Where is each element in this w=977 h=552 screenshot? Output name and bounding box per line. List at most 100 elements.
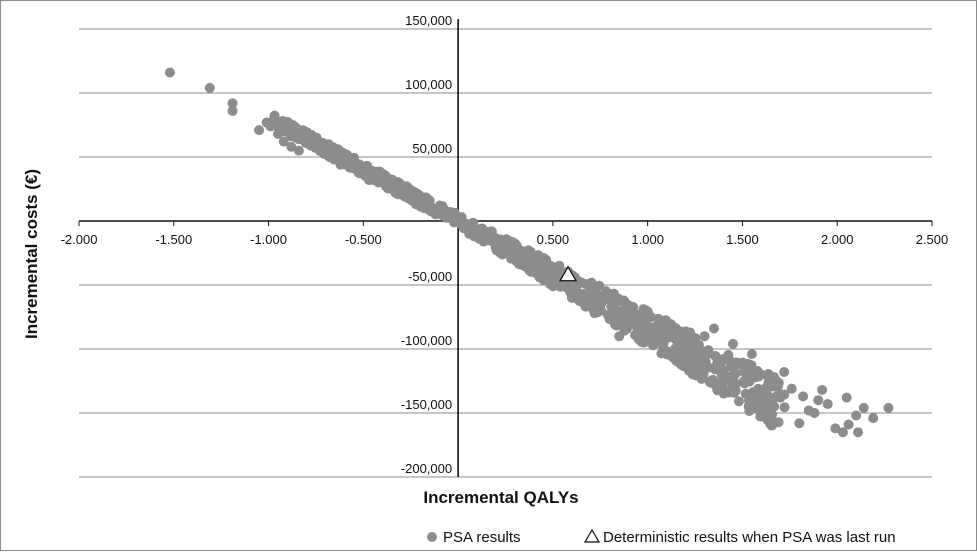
x-tick-label: 0.500 <box>537 232 570 247</box>
psa-point <box>445 212 456 223</box>
psa-point <box>273 128 284 139</box>
psa-points <box>164 67 894 438</box>
psa-point <box>582 290 593 301</box>
psa-point <box>760 399 771 410</box>
psa-point <box>741 364 752 375</box>
psa-point <box>853 427 864 438</box>
x-axis-title: Incremental QALYs <box>423 488 578 507</box>
psa-point <box>364 175 375 186</box>
psa-point <box>568 282 579 293</box>
psa-point <box>269 113 280 124</box>
psa-point <box>726 356 737 367</box>
psa-point <box>727 338 738 349</box>
psa-point <box>656 337 667 348</box>
psa-point <box>747 387 758 398</box>
psa-point <box>690 367 701 378</box>
psa-point <box>786 383 797 394</box>
psa-point <box>705 376 716 387</box>
psa-point <box>883 402 894 413</box>
psa-point <box>381 181 392 192</box>
psa-point <box>858 402 869 413</box>
psa-point <box>830 423 841 434</box>
psa-point <box>358 167 369 178</box>
psa-point <box>771 417 782 428</box>
psa-point <box>348 163 359 174</box>
psa-point <box>456 218 467 229</box>
psa-point <box>623 310 634 321</box>
psa-point <box>680 338 691 349</box>
psa-point <box>227 98 238 109</box>
psa-point <box>693 358 704 369</box>
psa-point <box>591 281 602 292</box>
psa-point <box>775 392 786 403</box>
psa-point <box>373 177 384 188</box>
psa-point <box>751 395 762 406</box>
x-tick-label: -1.000 <box>250 232 287 247</box>
psa-point <box>843 419 854 430</box>
psa-point <box>349 152 360 163</box>
y-tick-label: 50,000 <box>412 141 452 156</box>
y-tick-label: -50,000 <box>408 269 452 284</box>
psa-point <box>468 226 479 237</box>
psa-point <box>661 349 672 360</box>
psa-point <box>434 207 445 218</box>
psa-point <box>695 345 706 356</box>
x-tick-label: -0.500 <box>345 232 382 247</box>
psa-point <box>545 279 556 290</box>
x-tick-label: -2.000 <box>61 232 98 247</box>
psa-point <box>709 323 720 334</box>
psa-point <box>813 395 824 406</box>
psa-point <box>293 127 304 138</box>
psa-point <box>475 226 486 237</box>
psa-point <box>724 387 735 398</box>
psa-point <box>756 369 767 380</box>
psa-point <box>798 391 809 402</box>
psa-point <box>642 310 653 321</box>
psa-point <box>652 326 663 337</box>
psa-point <box>744 406 755 417</box>
y-tick-label: -150,000 <box>401 397 452 412</box>
psa-point <box>779 402 790 413</box>
psa-point <box>851 410 862 421</box>
psa-point <box>533 255 544 266</box>
psa-point <box>324 152 335 162</box>
psa-point <box>400 191 411 202</box>
psa-point <box>589 308 600 319</box>
deterministic-marker <box>558 265 578 282</box>
psa-point <box>809 408 820 418</box>
y-tick-label: 150,000 <box>405 13 452 28</box>
psa-point <box>600 290 611 301</box>
psa-point <box>771 376 782 386</box>
psa-point <box>685 327 696 338</box>
x-tick-label: 2.500 <box>916 232 949 247</box>
psa-point <box>718 365 729 376</box>
psa-point <box>665 331 676 342</box>
psa-point <box>841 392 852 403</box>
psa-point <box>627 318 638 329</box>
x-tick-label: -1.500 <box>155 232 192 247</box>
psa-point <box>868 413 879 424</box>
psa-point <box>614 331 625 342</box>
x-tick-label: 1.500 <box>726 232 759 247</box>
psa-point <box>286 141 297 152</box>
psa-point <box>481 233 492 244</box>
psa-point <box>566 292 577 303</box>
psa-point <box>494 241 505 252</box>
psa-point <box>671 323 682 334</box>
psa-point <box>525 258 536 269</box>
psa-point <box>508 242 519 253</box>
tick-labels: 150,000100,00050,0000-50,000-100,000-150… <box>61 13 949 476</box>
psa-point <box>698 369 709 380</box>
psa-point <box>794 418 805 429</box>
psa-point <box>699 331 710 342</box>
psa-point <box>756 388 767 399</box>
legend-psa-marker <box>427 532 437 542</box>
psa-point <box>608 303 619 314</box>
x-tick-label: 1.000 <box>631 232 664 247</box>
x-tick-label: 2.000 <box>821 232 854 247</box>
psa-point <box>278 136 289 147</box>
y-tick-label: -200,000 <box>401 461 452 476</box>
psa-point <box>164 67 175 78</box>
